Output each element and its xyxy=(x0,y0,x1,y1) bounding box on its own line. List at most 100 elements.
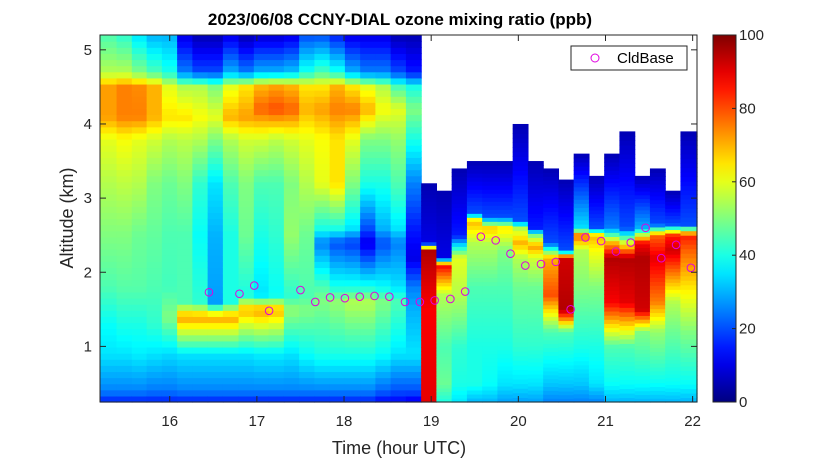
heatmap-cell xyxy=(634,356,651,362)
heatmap-cell xyxy=(146,291,163,299)
heatmap-cell xyxy=(299,389,315,397)
heatmap-cell xyxy=(238,389,255,397)
heatmap-cell xyxy=(360,59,376,67)
heatmap-cell xyxy=(466,193,483,198)
heatmap-cell xyxy=(375,255,392,262)
heatmap-cell xyxy=(100,132,118,140)
heatmap-cell xyxy=(405,132,422,140)
heatmap-cell xyxy=(116,90,133,97)
heatmap-cell xyxy=(116,187,133,195)
heatmap-cell xyxy=(527,313,544,319)
heatmap-cell xyxy=(253,365,270,373)
heatmap-cell xyxy=(543,378,560,384)
heatmap-cell xyxy=(238,96,255,103)
heatmap-cell xyxy=(100,65,118,73)
heatmap-cell xyxy=(604,195,621,200)
cldbase-point xyxy=(491,236,500,245)
heatmap-cell xyxy=(207,377,224,385)
heatmap-cell xyxy=(268,279,285,287)
heatmap-cell xyxy=(451,195,468,201)
heatmap-cell xyxy=(405,53,422,61)
cldbase-point xyxy=(506,249,515,259)
heatmap-cell xyxy=(100,273,118,281)
heatmap-cell xyxy=(482,249,499,255)
heatmap-cell xyxy=(665,261,682,266)
heatmap-cell xyxy=(100,77,118,85)
heatmap-cell xyxy=(390,71,407,79)
heatmap-cell xyxy=(299,65,315,73)
heatmap-cell xyxy=(588,239,605,245)
heatmap-cell xyxy=(588,315,605,320)
heatmap-cell xyxy=(527,225,544,230)
heatmap-cell xyxy=(405,230,422,238)
heatmap-cell xyxy=(360,169,376,177)
heatmap-cell xyxy=(405,316,422,324)
heatmap-cell xyxy=(329,267,346,275)
heatmap-cell xyxy=(207,346,224,354)
heatmap-cell xyxy=(146,267,163,275)
heatmap-cell xyxy=(680,221,698,227)
heatmap-cell xyxy=(100,255,118,262)
heatmap-cell xyxy=(604,360,621,366)
heatmap-cell xyxy=(222,395,240,403)
heatmap-cell xyxy=(131,71,148,79)
heatmap-cell xyxy=(573,344,590,349)
heatmap-cell xyxy=(161,206,178,213)
heatmap-cell xyxy=(527,165,544,170)
heatmap-cell xyxy=(192,102,209,109)
heatmap-cell xyxy=(283,83,300,91)
heatmap-cell xyxy=(299,77,315,85)
heatmap-cell xyxy=(665,303,682,308)
heatmap-cell xyxy=(222,65,240,73)
heatmap-cell xyxy=(146,187,163,195)
heatmap-cell xyxy=(299,108,315,116)
heatmap-cell xyxy=(466,173,483,178)
heatmap-cell xyxy=(527,201,544,206)
heatmap-cell xyxy=(558,268,575,273)
heatmap-cell xyxy=(283,328,300,336)
heatmap-cell xyxy=(482,237,499,242)
heatmap-cell xyxy=(192,224,209,232)
heatmap-cell xyxy=(344,212,361,220)
heatmap-cell xyxy=(543,320,560,325)
heatmap-cell xyxy=(253,328,270,336)
heatmap-cell xyxy=(177,255,193,262)
heatmap-cell xyxy=(634,379,651,384)
heatmap-cell xyxy=(405,77,422,85)
heatmap-cell xyxy=(543,339,560,345)
heatmap-cell xyxy=(497,345,514,351)
heatmap-cell xyxy=(116,102,133,109)
heatmap-column xyxy=(405,35,422,403)
heatmap-cell xyxy=(588,255,605,260)
heatmap-cell xyxy=(207,35,224,42)
heatmap-cell xyxy=(192,371,209,379)
heatmap-cell xyxy=(665,321,682,326)
heatmap-cell xyxy=(604,315,621,320)
heatmap-cell xyxy=(665,204,682,209)
heatmap-cell xyxy=(192,96,209,103)
heatmap-cell xyxy=(329,230,346,238)
heatmap-cell xyxy=(222,163,240,171)
heatmap-cell xyxy=(283,77,300,85)
heatmap-cell xyxy=(360,83,376,91)
heatmap-cell xyxy=(314,157,331,165)
heatmap-cell xyxy=(405,206,422,213)
heatmap-cell xyxy=(619,162,636,169)
heatmap-cell xyxy=(588,270,605,275)
y-tick-label: 4 xyxy=(84,116,92,133)
heatmap-cell xyxy=(390,291,407,299)
heatmap-cell xyxy=(588,209,605,215)
heatmap-cell xyxy=(238,206,255,213)
heatmap-cell xyxy=(161,151,178,158)
heatmap-cell xyxy=(283,261,300,269)
heatmap-cell xyxy=(329,334,346,342)
heatmap-cell xyxy=(238,279,255,287)
heatmap-cell xyxy=(146,77,163,85)
heatmap-cell xyxy=(360,377,376,385)
heatmap-cell xyxy=(390,298,407,305)
heatmap-cell xyxy=(436,236,453,241)
heatmap-cell xyxy=(680,167,698,173)
heatmap-cell xyxy=(146,41,163,48)
heatmap-cell xyxy=(649,168,666,173)
heatmap-cell xyxy=(238,200,255,207)
